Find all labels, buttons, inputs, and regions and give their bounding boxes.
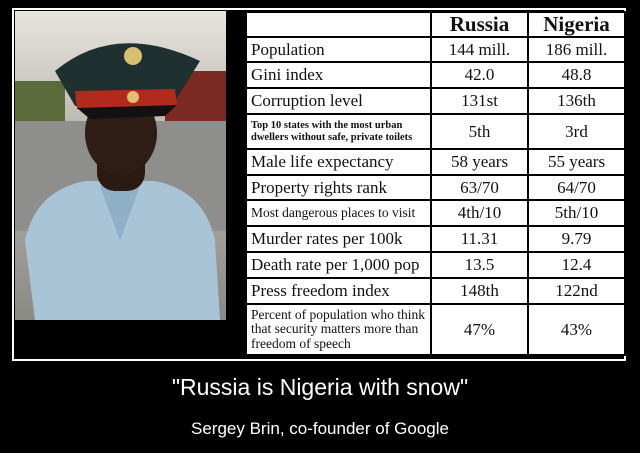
table-row: Top 10 states with the most urban dwelle… (245, 113, 626, 150)
russia-value: 4th/10 (430, 199, 529, 227)
nigeria-value: 64/70 (527, 174, 626, 201)
header-russia: Russia (430, 11, 529, 38)
russia-value: 63/70 (430, 174, 529, 201)
nigeria-value: 186 mill. (527, 36, 626, 63)
table-row: Population 144 mill. 186 mill. (245, 36, 626, 63)
russia-value: 13.5 (430, 251, 529, 279)
russia-value: 11.31 (430, 225, 529, 253)
row-label: Corruption level (245, 87, 432, 115)
row-label: Death rate per 1,000 pop (245, 251, 432, 279)
russia-value: 42.0 (430, 61, 529, 89)
table-row: Corruption level 131st 136th (245, 87, 626, 115)
table-row: Property rights rank 63/70 64/70 (245, 174, 626, 201)
header-empty (245, 11, 432, 38)
table-row: Murder rates per 100k 11.31 9.79 (245, 225, 626, 253)
row-label: Male life expectancy (245, 148, 432, 176)
officer-photo (15, 11, 226, 320)
russia-value: 5th (430, 113, 529, 150)
poster-caption: "Russia is Nigeria with snow" (171, 374, 469, 400)
row-label: Percent of population who think that sec… (245, 303, 432, 356)
table-row: Gini index 42.0 48.8 (245, 61, 626, 89)
table-row: Percent of population who think that sec… (245, 303, 626, 356)
russia-value: 47% (430, 303, 529, 356)
row-label: Most dangerous places to visit (245, 199, 432, 227)
nigeria-value: 3rd (527, 113, 626, 150)
nigeria-value: 48.8 (527, 61, 626, 89)
comparison-table: Russia Nigeria Population 144 mill. 186 mi… (245, 11, 626, 356)
russia-value: 144 mill. (430, 36, 529, 63)
russia-value: 58 years (430, 148, 529, 176)
row-label: Murder rates per 100k (245, 225, 432, 253)
table-row: Death rate per 1,000 pop 13.5 12.4 (245, 251, 626, 279)
nigeria-value: 5th/10 (527, 199, 626, 227)
row-label: Population (245, 36, 432, 63)
russia-value: 131st (430, 87, 529, 115)
poster-credit: Sergey Brin, co-founder of Google (191, 419, 449, 438)
header-nigeria: Nigeria (527, 11, 626, 38)
table-row: Most dangerous places to visit 4th/10 5th/… (245, 199, 626, 227)
row-label: Property rights rank (245, 174, 432, 201)
nigeria-value: 9.79 (527, 225, 626, 253)
table-row: Male life expectancy 58 years 55 years (245, 148, 626, 176)
nigeria-value: 136th (527, 87, 626, 115)
nigeria-value: 12.4 (527, 251, 626, 279)
table-row: Press freedom index 148th 122nd (245, 277, 626, 305)
nigeria-value: 122nd (527, 277, 626, 305)
row-label: Top 10 states with the most urban dwelle… (245, 113, 432, 150)
nigeria-value: 43% (527, 303, 626, 356)
table-header-row: Russia Nigeria (245, 11, 626, 38)
row-label: Press freedom index (245, 277, 432, 305)
russia-value: 148th (430, 277, 529, 305)
row-label: Gini index (245, 61, 432, 89)
nigeria-value: 55 years (527, 148, 626, 176)
